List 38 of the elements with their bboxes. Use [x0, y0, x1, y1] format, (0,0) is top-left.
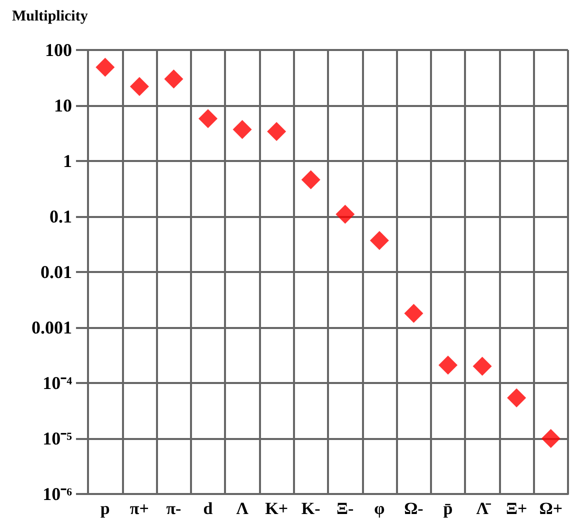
point — [336, 204, 355, 224]
y-tick-label: 1 — [63, 151, 72, 171]
x-tick-label: K- — [301, 499, 321, 518]
point — [96, 58, 115, 77]
point — [472, 356, 492, 376]
x-tick-label: Λ — [236, 499, 250, 518]
x-tick-label: π+ — [130, 499, 149, 518]
y-tick-label: 0.1 — [50, 206, 72, 226]
x-tick-label: φ — [374, 499, 386, 518]
point — [301, 170, 320, 190]
point — [232, 120, 252, 139]
x-tick-label: Ξ- — [336, 499, 354, 518]
x-tick-label: π- — [166, 499, 182, 518]
point — [541, 429, 560, 448]
y-tick-label: 10⁻⁶ — [42, 484, 73, 504]
x-tick-label: Λ̄ — [476, 499, 492, 518]
point — [370, 230, 389, 250]
y-tick-label: 100 — [45, 40, 72, 60]
y-tick-label: 0.001 — [32, 318, 72, 338]
point — [438, 356, 458, 375]
point — [507, 388, 526, 408]
point — [198, 109, 218, 128]
x-tick-label: p — [100, 499, 110, 518]
point — [267, 122, 286, 142]
y-tick-label: 0.01 — [40, 262, 72, 282]
x-tick-label: Ω+ — [539, 499, 563, 518]
y-tick-label: 10⁻⁴ — [42, 373, 73, 393]
x-tick-label: p̄ — [443, 499, 453, 518]
x-tick-label: Ω- — [404, 499, 424, 518]
y-tick-label: 10⁻⁵ — [42, 428, 73, 448]
y-tick-label: 10 — [54, 96, 72, 116]
point — [130, 76, 149, 96]
x-tick-label: Ξ+ — [506, 499, 528, 518]
x-tick-label: d — [203, 499, 214, 518]
point — [404, 304, 424, 323]
x-tick-label: K+ — [265, 499, 288, 518]
y-axis-title: Multiplicity — [12, 8, 88, 24]
point — [164, 70, 184, 89]
